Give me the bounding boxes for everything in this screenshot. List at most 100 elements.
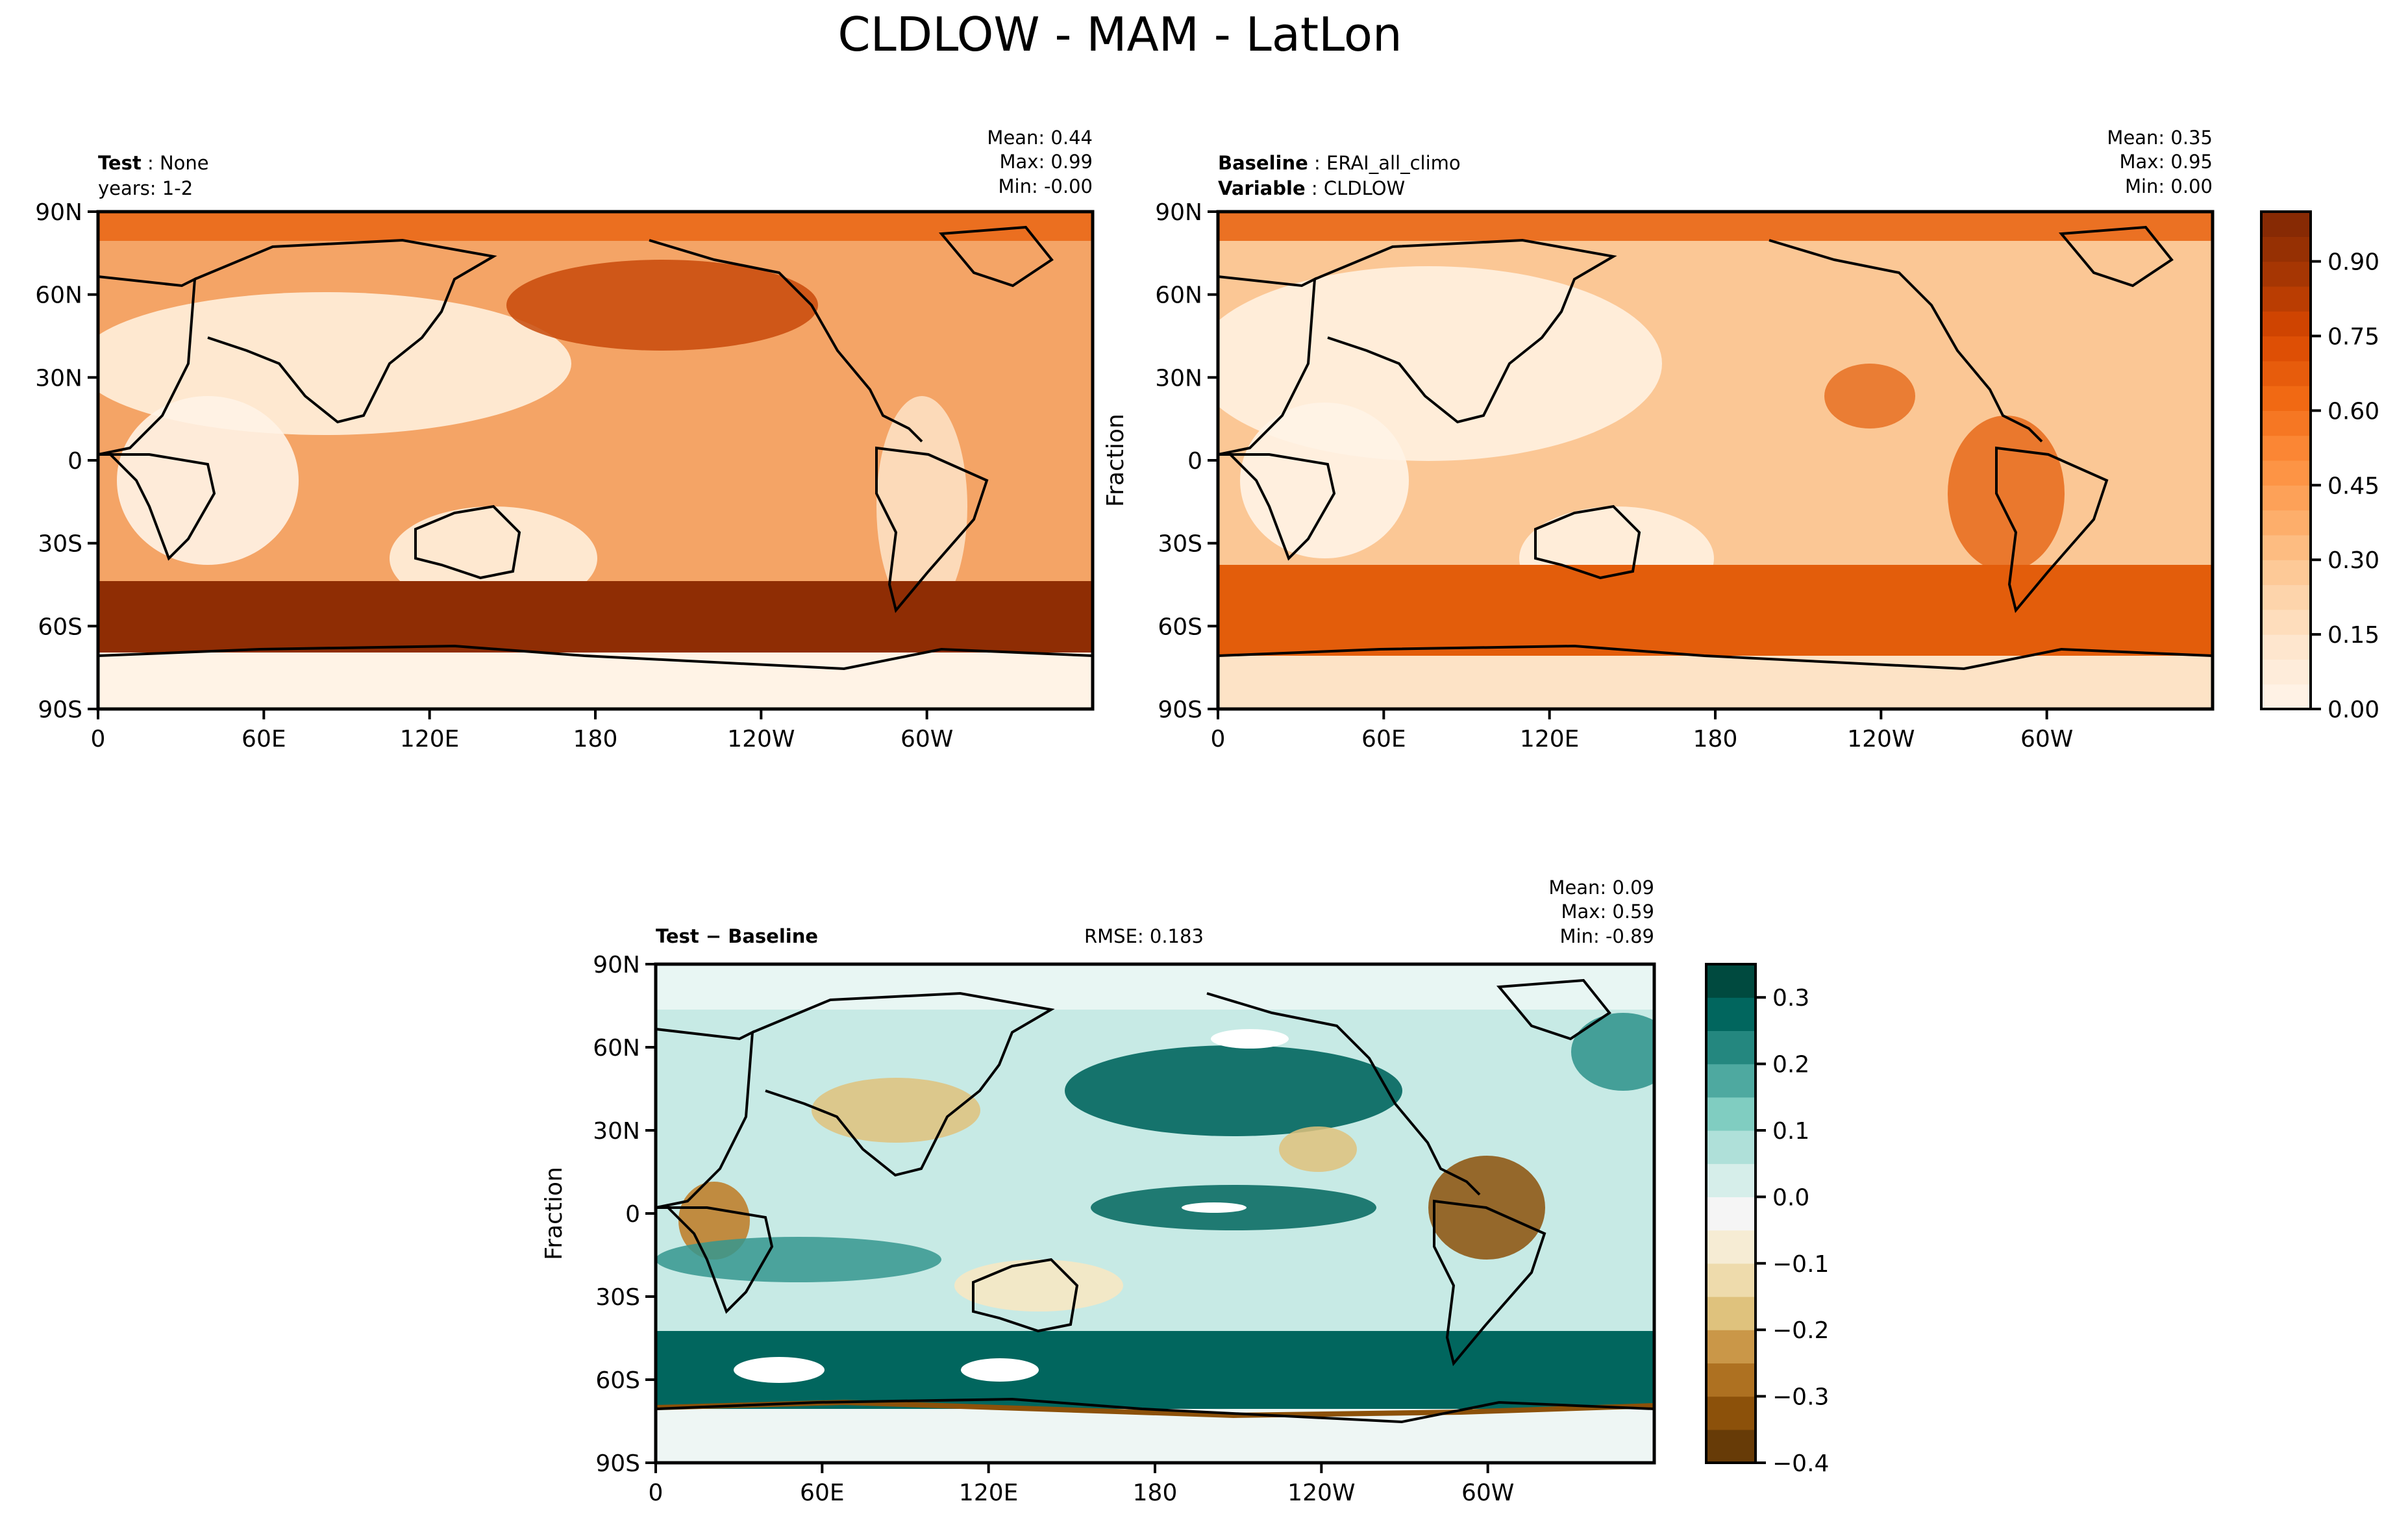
baseline-field-antarctica <box>1218 656 2213 709</box>
difference-stat-min: Min: -0.89 <box>1560 925 1654 947</box>
test-coast-eurasia <box>194 238 497 424</box>
y-tick-label: 0 <box>1187 448 1202 475</box>
test-field-southern-ocean <box>98 581 1093 653</box>
diff-coast-eurasia <box>752 991 1055 1177</box>
test-title-value: None <box>160 152 209 174</box>
colorbar-tick-label: −0.4 <box>1772 1450 1829 1477</box>
colorbar-level <box>2261 386 2311 411</box>
colorbar-level <box>1706 1030 1756 1065</box>
diff-coast-samerica <box>1433 1199 1546 1367</box>
baseline-field-ca-stratus <box>1824 364 1915 429</box>
x-tick-label: 120E <box>959 1480 1018 1506</box>
x-tick-label: 60E <box>1361 726 1406 752</box>
baseline-panel: Baseline : ERAI_all_climo Variable : CLD… <box>1102 127 2215 752</box>
diff-coast-europe-africa <box>656 1028 754 1209</box>
colorbar-level <box>2261 410 2311 436</box>
test-coast-greenland <box>938 225 1054 288</box>
colorbar-tick-label: 0.90 <box>2327 249 2379 276</box>
diff-field-missing-so-1 <box>734 1357 825 1383</box>
diff-field-npac-positive <box>1065 1045 1402 1136</box>
colorbar-level <box>1706 1063 1756 1098</box>
x-tick-label: 0 <box>649 1480 664 1506</box>
baseline-coast-eurasia <box>1314 238 1617 424</box>
colorbar-level <box>1706 964 1756 998</box>
colorbar-level <box>2261 435 2311 461</box>
y-tick-label: 60N <box>1155 282 1202 309</box>
x-tick-label: 180 <box>1133 1480 1178 1506</box>
baseline-coast-australia <box>1534 504 1641 580</box>
baseline-title-label: Baseline <box>1218 152 1308 174</box>
colorbar-frame <box>1705 963 1757 1464</box>
colorbar-fraction: 0.00 0.15 0.30 0.45 0.60 0.75 0.90 <box>2260 210 2379 723</box>
x-tick-label: 60W <box>1461 1480 1514 1506</box>
y-tick-label: 30S <box>38 531 82 558</box>
test-title-label: Test <box>98 152 142 174</box>
baseline-panel-title: Baseline : ERAI_all_climo <box>1218 152 1461 174</box>
y-tick-label: 90N <box>593 952 640 978</box>
test-coast-europe-africa <box>98 275 197 456</box>
colorbar-difference: 0.3 0.2 0.1 0.0 −0.1 −0.2 −0.3 −0.4 <box>1705 963 1829 1477</box>
y-tick-label: 90S <box>38 697 82 723</box>
y-tick-label: 90N <box>35 199 82 226</box>
baseline-map-field <box>1218 212 2213 709</box>
test-subtitle: years: 1-2 <box>98 177 193 199</box>
test-stat-max: Max: 0.99 <box>999 151 1093 173</box>
y-tick-label: 0 <box>68 448 82 475</box>
baseline-stat-max: Max: 0.95 <box>2119 151 2213 173</box>
baseline-coast-greenland <box>2058 225 2174 288</box>
colorbar-tick-label: 0.75 <box>2327 324 2379 351</box>
colorbar-level <box>1706 1330 1756 1363</box>
baseline-x-axis: 0 60E 120E 180 120W 60W <box>1211 709 2073 752</box>
baseline-y-label: Fraction <box>1102 414 1129 507</box>
baseline-variable-label: Variable <box>1218 177 1306 199</box>
diff-coast-antarctica <box>656 1397 1654 1424</box>
colorbar-level <box>1706 997 1756 1031</box>
x-tick-label: 120W <box>1847 726 1915 752</box>
colorbar-level <box>1706 1197 1756 1231</box>
diff-coast-namerica <box>1206 992 1481 1196</box>
baseline-field-africa-clear <box>1240 403 1409 558</box>
baseline-field-amazon <box>1948 416 2065 571</box>
baseline-coast-namerica <box>1769 239 2043 443</box>
y-tick-label: 0 <box>625 1201 640 1228</box>
difference-rmse: RMSE: 0.183 <box>1084 925 1204 947</box>
baseline-variable-line: Variable : CLDLOW <box>1218 177 1405 199</box>
test-field-arctic <box>98 212 1093 241</box>
y-tick-label: 60N <box>35 282 82 309</box>
figure-title: CLDLOW - MAM - LatLon <box>838 7 1402 62</box>
colorbar-tick-label: 0.60 <box>2327 398 2379 425</box>
colorbar-level <box>1706 1297 1756 1330</box>
diff-field-missing-so-2 <box>961 1358 1039 1382</box>
test-coast-antarctica <box>98 644 1093 671</box>
colorbar-level <box>2261 236 2311 262</box>
colorbar-level <box>2261 212 2311 237</box>
colorbar-level <box>2261 311 2311 337</box>
diff-field-missing-itcz <box>1182 1202 1247 1213</box>
diff-field-sio-positive <box>656 1237 941 1282</box>
colorbar-level <box>2261 534 2311 560</box>
colorbar-level <box>1706 1363 1756 1397</box>
test-stat-min: Min: -0.00 <box>999 175 1093 197</box>
baseline-field-southern-ocean <box>1218 565 2213 656</box>
test-field-antarctica <box>98 653 1093 709</box>
y-tick-label: 60N <box>593 1035 640 1062</box>
x-tick-label: 120E <box>400 726 459 752</box>
x-tick-label: 60E <box>242 726 286 752</box>
x-tick-label: 60E <box>800 1480 845 1506</box>
y-tick-label: 30N <box>1155 365 1202 392</box>
baseline-stat-min: Min: 0.00 <box>2125 175 2213 197</box>
x-tick-label: 0 <box>1211 726 1226 752</box>
colorbar-level <box>2261 634 2311 660</box>
colorbar-level <box>2261 609 2311 635</box>
colorbar-level <box>1706 1230 1756 1264</box>
test-panel-title: Test : None <box>98 152 209 174</box>
test-stat-mean: Mean: 0.44 <box>987 127 1093 149</box>
diff-coast-africa <box>656 1206 774 1314</box>
x-tick-label: 120E <box>1520 726 1579 752</box>
y-tick-label: 60S <box>38 614 82 640</box>
colorbar-tick-label: −0.1 <box>1772 1251 1829 1278</box>
difference-title: Test − Baseline <box>656 925 818 947</box>
colorbar-level <box>2261 460 2311 486</box>
colorbar-tick-label: −0.3 <box>1772 1384 1829 1411</box>
x-tick-label: 180 <box>1693 726 1738 752</box>
